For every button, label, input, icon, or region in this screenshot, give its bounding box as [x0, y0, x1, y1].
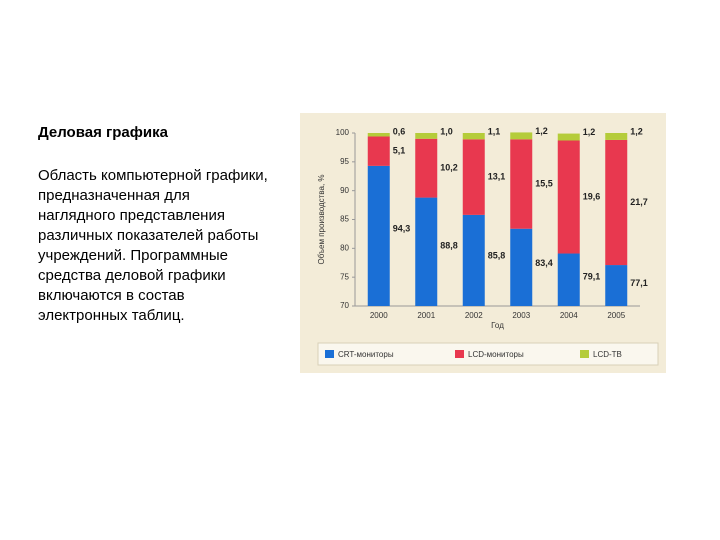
bar-segment: [510, 139, 533, 229]
value-label: 77,1: [630, 278, 648, 288]
x-tick-label: 2002: [465, 311, 483, 320]
legend-swatch: [455, 350, 464, 358]
value-label: 94,3: [393, 223, 411, 233]
bar-segment: [605, 265, 628, 306]
x-tick-label: 2005: [607, 311, 625, 320]
value-label: 0,6: [393, 126, 406, 136]
bar-segment: [605, 139, 628, 266]
value-label: 10,2: [440, 163, 458, 173]
bar-segment: [557, 253, 580, 306]
legend-label: LCD-ТВ: [593, 350, 622, 359]
bar-segment: [605, 133, 628, 140]
slide-body: Область компьютерной графики, предназнач…: [38, 167, 268, 324]
value-label: 1,2: [583, 127, 596, 137]
value-label: 85,8: [488, 250, 506, 260]
bar-segment: [415, 197, 438, 306]
bar-segment: [462, 139, 485, 215]
bar-segment: [510, 132, 533, 140]
x-tick-label: 2001: [417, 311, 435, 320]
value-label: 83,4: [535, 258, 553, 268]
y-tick-label: 100: [336, 128, 350, 137]
y-tick-label: 80: [340, 243, 349, 252]
bar-segment: [415, 138, 438, 198]
y-tick-label: 70: [340, 301, 349, 310]
value-label: 1,1: [488, 126, 501, 136]
x-axis-label: Год: [491, 321, 504, 330]
bar-segment: [510, 228, 533, 306]
y-tick-label: 75: [340, 272, 349, 281]
legend-swatch: [580, 350, 589, 358]
legend-box: [317, 342, 659, 366]
value-label: 5,1: [393, 146, 406, 156]
y-tick-label: 95: [340, 157, 349, 166]
y-tick-label: 90: [340, 186, 349, 195]
value-label: 21,7: [630, 197, 648, 207]
legend-label: LCD-мониторы: [468, 350, 524, 359]
slide-title: Деловая графика: [38, 124, 168, 141]
y-axis-label: Объем производства, %: [317, 174, 326, 264]
bar-segment: [557, 133, 580, 141]
bar-segment: [367, 133, 390, 137]
bar-segment: [462, 214, 485, 306]
value-label: 79,1: [583, 272, 601, 282]
x-tick-label: 2003: [512, 311, 530, 320]
bar-segment: [557, 140, 580, 254]
value-label: 1,2: [630, 126, 643, 136]
legend-swatch: [325, 350, 334, 358]
value-label: 1,0: [440, 126, 453, 136]
x-tick-label: 2000: [370, 311, 388, 320]
bar-segment: [367, 136, 390, 166]
y-tick-label: 85: [340, 215, 349, 224]
x-tick-label: 2004: [560, 311, 578, 320]
value-label: 13,1: [488, 171, 506, 181]
bar-segment: [462, 133, 485, 140]
value-label: 15,5: [535, 178, 553, 188]
bar-segment: [415, 133, 438, 139]
value-label: 1,2: [535, 126, 548, 136]
bar-segment: [367, 165, 390, 306]
value-label: 19,6: [583, 191, 601, 201]
legend-label: CRT-мониторы: [338, 350, 394, 359]
value-label: 88,8: [440, 241, 458, 251]
